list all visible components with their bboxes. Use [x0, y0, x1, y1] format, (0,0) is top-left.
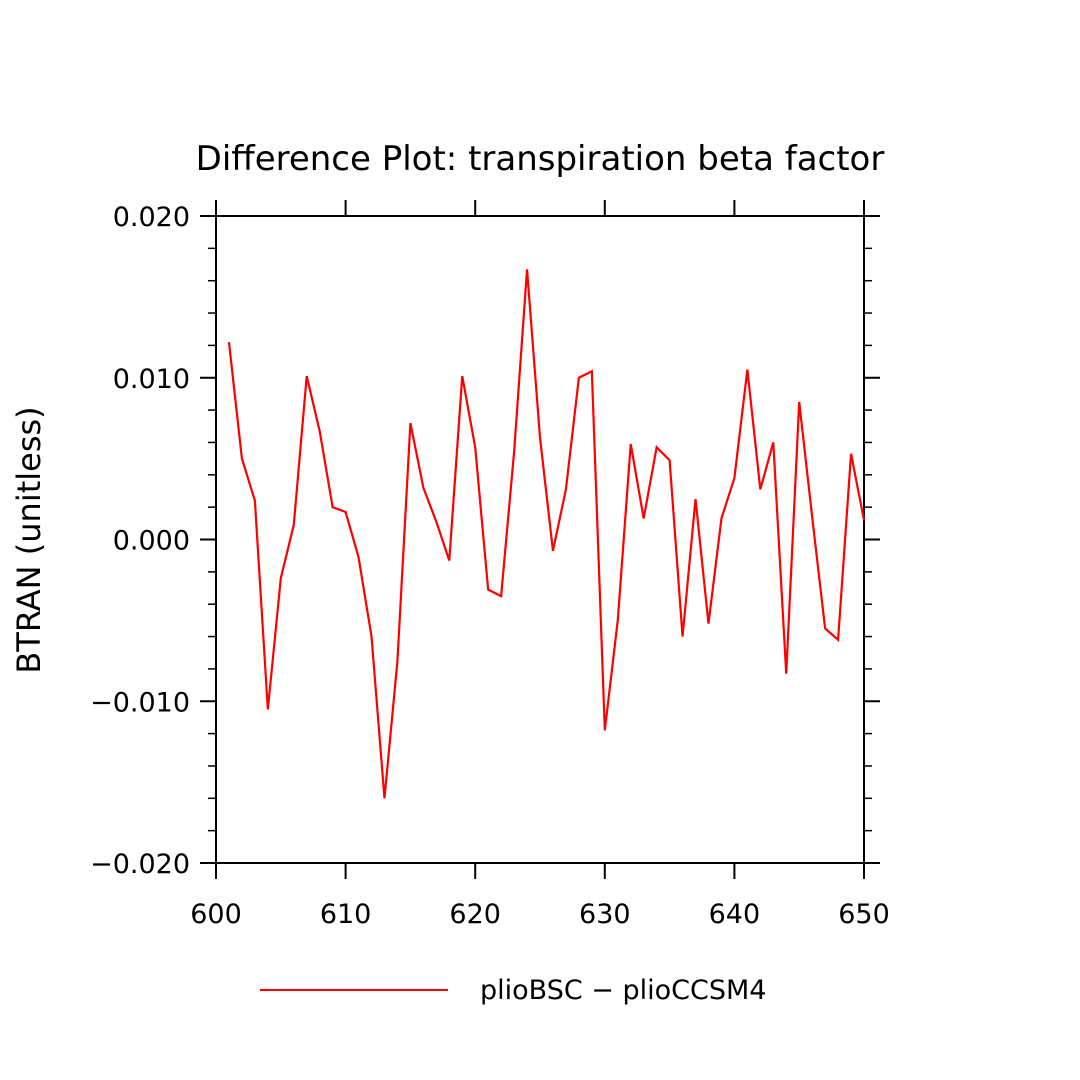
series-layer	[227, 269, 866, 799]
x-tick-label: 600	[190, 899, 242, 930]
x-axis-ticks: 600 610 620 630 640 650	[190, 200, 890, 930]
legend-label: plioBSC − plioCCSM4	[480, 975, 766, 1006]
y-axis-label: BTRAN (unitless)	[10, 406, 48, 673]
y-tick-label: 0.010	[113, 364, 190, 395]
x-tick-label: 640	[709, 899, 761, 930]
x-tick-label: 610	[320, 899, 372, 930]
y-tick-label: 0.000	[113, 526, 190, 557]
y-tick-label: −0.020	[90, 849, 190, 880]
x-tick-label: 620	[449, 899, 501, 930]
legend: plioBSC − plioCCSM4	[260, 975, 766, 1006]
x-tick-label: 630	[579, 899, 631, 930]
plot-frame	[215, 215, 865, 864]
y-tick-label: 0.020	[113, 202, 190, 233]
series-line	[227, 269, 866, 799]
y-axis-ticks: 0.020 0.010 0.000 −0.010 −0.020	[90, 202, 880, 880]
x-tick-label: 650	[838, 899, 890, 930]
y-tick-label: −0.010	[90, 687, 190, 718]
chart-title: Difference Plot: transpiration beta fact…	[196, 139, 885, 179]
